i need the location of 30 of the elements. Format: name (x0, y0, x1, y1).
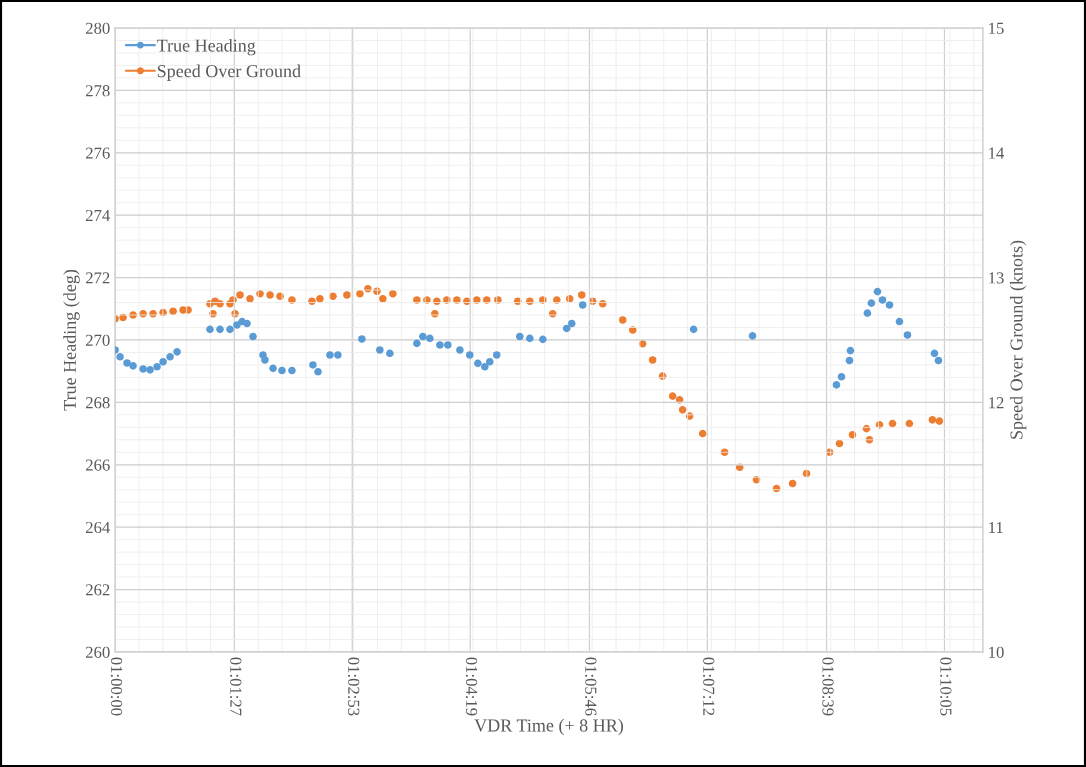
y-tick-label: 276 (85, 147, 110, 159)
y2-tick-label: 11 (989, 521, 1003, 533)
y2-tick-label: 12 (989, 397, 1004, 409)
x-tick-label: 01:02:53 (348, 657, 360, 716)
y2-tick-label: 10 (989, 646, 1004, 658)
y-tick-label: 272 (85, 272, 110, 284)
y-tick-label: 262 (85, 584, 110, 596)
y-axis-title: True Heading (deg) (63, 269, 80, 411)
y-tick-label: 270 (85, 334, 110, 346)
x-tick-label: 01:01:27 (230, 657, 242, 716)
legend-label: True Heading (156, 38, 256, 56)
legend-label: Speed Over Ground (157, 64, 301, 81)
y-tick-label: 280 (85, 22, 110, 34)
y-tick-label: 278 (85, 85, 110, 97)
x-tick-label: 01:08:39 (822, 657, 834, 716)
x-tick-label: 01:00:00 (110, 657, 123, 716)
x-tick-label: 01:04:19 (465, 657, 478, 716)
y2-tick-label: 14 (989, 147, 1005, 159)
x-tick-label: 01:10:05 (940, 657, 952, 716)
y2-axis-title: Speed Over Ground (knots) (1009, 240, 1027, 439)
y2-tick-label: 13 (989, 272, 1004, 284)
y-tick-label: 268 (85, 397, 110, 409)
y-tick-label: 260 (85, 646, 110, 658)
y-tick-label: 266 (85, 459, 110, 471)
y2-tick-label: 15 (989, 22, 1004, 34)
x-axis-title: VDR Time (+ 8 HR) (474, 718, 624, 736)
x-tick-label: 01:07:12 (703, 657, 715, 716)
y-tick-label: 264 (85, 521, 110, 534)
y-tick-label: 274 (85, 209, 110, 221)
x-tick-label: 01:05:46 (585, 657, 597, 716)
